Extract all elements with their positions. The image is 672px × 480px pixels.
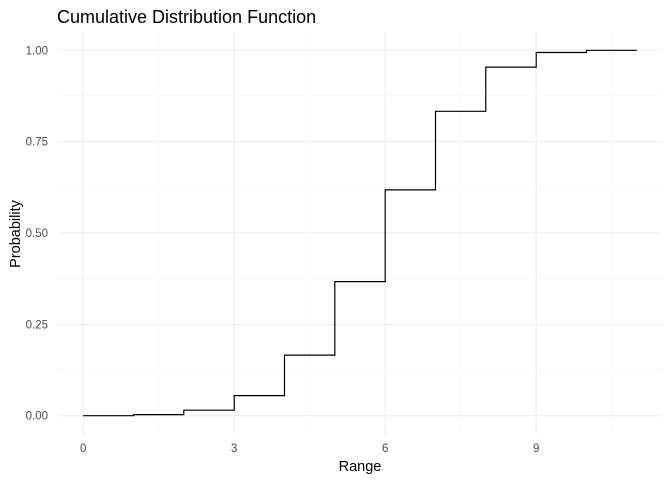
x-tick-label: 3 bbox=[231, 443, 237, 455]
x-tick-label: 9 bbox=[533, 443, 539, 455]
y-tick-label: 0.25 bbox=[26, 319, 48, 331]
y-tick-label: 1.00 bbox=[26, 45, 48, 57]
axis-tick-labels: 0 3 6 9 0.00 0.25 0.50 0.75 1.00 bbox=[26, 45, 540, 455]
chart-title: Cumulative Distribution Function bbox=[57, 7, 316, 27]
y-tick-label: 0.50 bbox=[26, 228, 48, 240]
y-tick-label: 0.00 bbox=[26, 411, 48, 423]
grid-lines bbox=[58, 32, 662, 434]
plot-area bbox=[83, 49, 637, 417]
x-tick-label: 6 bbox=[382, 443, 388, 455]
cdf-step-line bbox=[83, 49, 637, 417]
x-tick-label: 0 bbox=[80, 443, 86, 455]
y-axis-title: Probability bbox=[8, 199, 24, 267]
y-tick-label: 0.75 bbox=[26, 137, 48, 149]
x-axis-title: Range bbox=[339, 459, 382, 475]
